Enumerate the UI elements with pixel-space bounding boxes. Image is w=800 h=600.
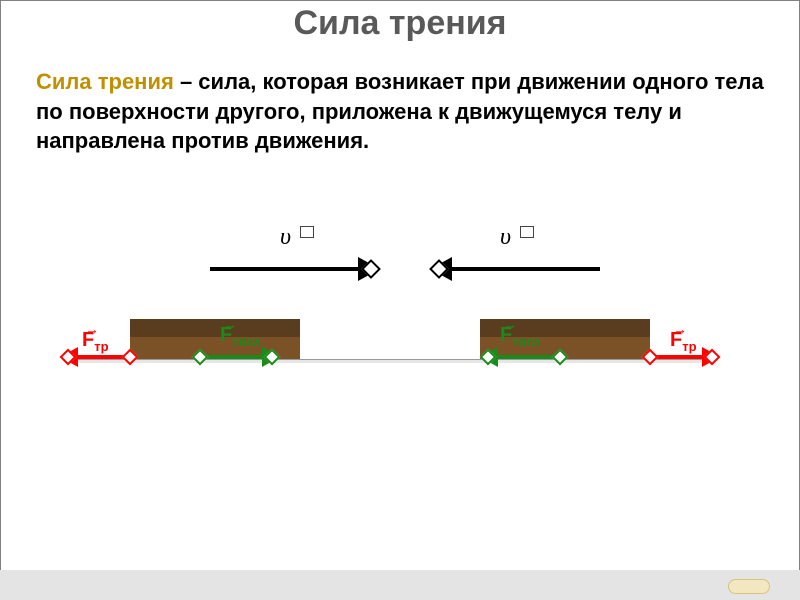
page-pill-icon xyxy=(728,579,770,594)
surface-line xyxy=(70,359,710,363)
velocity-symbol: υ xyxy=(280,224,291,251)
pull-arrow-line xyxy=(200,355,262,359)
pull-vector-over-icon: → xyxy=(223,316,237,332)
velocity-placeholder-box xyxy=(300,226,314,238)
friction-diagram: υυFтр→Fтр→Fтяги→Fтяги→ xyxy=(0,184,800,434)
friction-vector-over-icon: → xyxy=(85,321,99,337)
friction-vector-over-icon: → xyxy=(673,321,687,337)
velocity-arrow-line xyxy=(210,267,358,271)
velocity-placeholder-box xyxy=(520,226,534,238)
velocity-symbol: υ xyxy=(500,224,511,251)
velocity-arrow-line xyxy=(452,267,600,271)
pull-vector-over-icon: → xyxy=(503,316,517,332)
bottom-bar xyxy=(0,570,800,600)
